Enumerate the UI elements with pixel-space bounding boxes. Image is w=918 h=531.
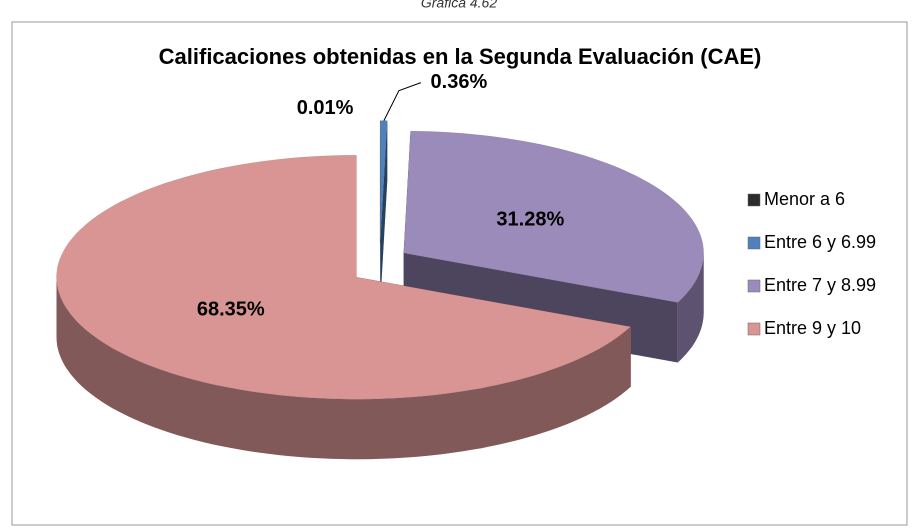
legend-swatch bbox=[747, 193, 761, 207]
caption: Gráfica 4.62 bbox=[421, 0, 497, 11]
legend-label: Entre 7 y 8.99 bbox=[764, 275, 876, 295]
slice bbox=[403, 130, 704, 303]
chart-title: Calificaciones obtenidas en la Segunda E… bbox=[159, 44, 762, 69]
legend-label: Entre 6 y 6.99 bbox=[764, 232, 876, 252]
legend-swatch bbox=[747, 279, 761, 293]
legend-swatch bbox=[747, 236, 761, 250]
slice bbox=[56, 154, 632, 400]
pie: 0.01% 0.36% 31.28% 68.35% bbox=[56, 71, 704, 460]
legend-swatch bbox=[747, 322, 761, 336]
leader-line bbox=[383, 82, 422, 121]
legend: Menor a 6 Entre 6 y 6.99 Entre 7 y 8.99 Ent… bbox=[747, 189, 876, 338]
legend-label: Entre 9 y 10 bbox=[764, 318, 861, 338]
slice-shade bbox=[677, 253, 704, 363]
slice-side bbox=[677, 253, 704, 363]
data-label: 0.01% bbox=[297, 97, 354, 119]
data-label: 68.35% bbox=[197, 299, 265, 321]
data-label: 31.28% bbox=[496, 209, 564, 231]
data-label: 0.36% bbox=[431, 71, 488, 93]
slice-side bbox=[56, 277, 631, 460]
legend-label: Menor a 6 bbox=[764, 189, 845, 209]
slice-shade bbox=[380, 120, 388, 303]
slice-shade bbox=[56, 277, 631, 460]
